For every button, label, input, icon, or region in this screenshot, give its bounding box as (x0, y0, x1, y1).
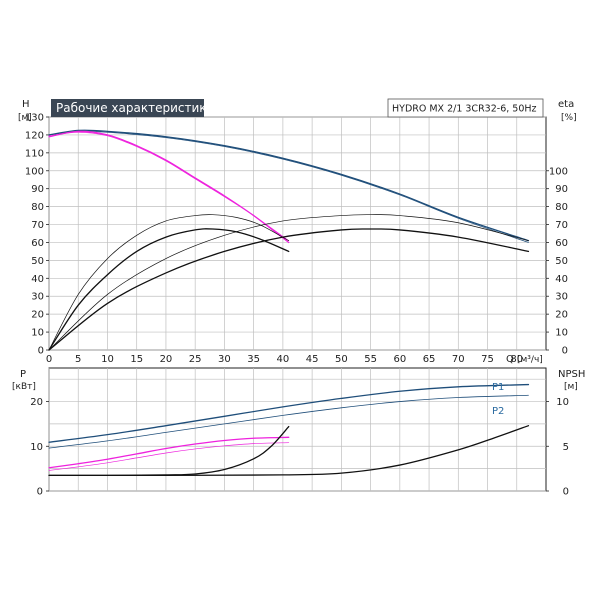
curve-label-p1: P1 (492, 382, 504, 393)
y-tick-label-h: 60 (31, 238, 44, 249)
x-tick-label: 20 (160, 354, 173, 365)
x-tick-label: 65 (423, 354, 436, 365)
y-tick-label-h: 80 (31, 202, 44, 213)
y2-tick-label-eta: 0 (562, 346, 568, 357)
y-tick-label-h: 50 (31, 256, 44, 267)
y-axis-unit-p: [кВт] (12, 382, 36, 392)
y-tick-label-p: 20 (30, 397, 43, 408)
y2-tick-label-npsh: 0 (563, 487, 569, 498)
y-tick-label-h: 30 (31, 292, 44, 303)
upper-curve-h-3 (48, 131, 290, 242)
upper-tick-labels: 0 5 10 15 20 25 30 35 40 45 50 55 60 65 70 75 80 0 10 20 30 4… (25, 113, 568, 366)
lower-plot-frame (48, 367, 547, 492)
upper-curve-eta-5 (48, 228, 290, 351)
lower-tick-labels: 0 10 20 0 5 10 (30, 397, 569, 497)
lower-panel: P [кВт] NPSH [м] 0 10 20 0 5 10 P1 P2 (12, 367, 585, 498)
y2-tick-label-eta: 30 (555, 292, 568, 303)
y-tick-label-h: 110 (25, 148, 44, 159)
y-tick-label-h: 70 (31, 220, 44, 231)
y2-axis-label-npsh: NPSH (558, 369, 585, 380)
x-axis-unit-q: [м³/ч] (517, 355, 543, 365)
y2-tick-label-eta: 70 (555, 220, 568, 231)
upper-plot-frame (48, 116, 547, 351)
lower-curve-p-1 (48, 394, 529, 449)
y2-tick-label-eta: 20 (555, 310, 568, 321)
curve-label-p2: P2 (492, 406, 504, 417)
y-tick-label-h: 90 (31, 184, 44, 195)
y2-tick-label-eta: 40 (555, 274, 568, 285)
upper-curve-h-0 (48, 129, 530, 242)
y-tick-label-h: 100 (25, 166, 44, 177)
x-tick-label: 30 (218, 354, 231, 365)
x-tick-label: 60 (393, 354, 406, 365)
y-axis-label-p: P (20, 369, 26, 380)
y-tick-label-h: 120 (25, 130, 44, 141)
model-box (387, 98, 544, 118)
lower-curves (48, 383, 530, 477)
y2-tick-label-npsh: 5 (563, 442, 569, 453)
x-tick-label: 55 (364, 354, 377, 365)
y-axis-unit-h: [м] (18, 113, 32, 123)
x-tick-label: 50 (335, 354, 348, 365)
upper-curve-h-1 (48, 130, 529, 243)
y2-tick-label-eta: 90 (555, 184, 568, 195)
upper-curve-eta-6 (48, 214, 529, 351)
lower-curve-p-0 (48, 383, 530, 443)
y-tick-label-p: 0 (37, 487, 43, 498)
y2-tick-label-eta: 80 (555, 202, 568, 213)
model-label: HYDRO MX 2/1 3CR32-6, 50Hz (392, 104, 537, 115)
x-tick-label: 25 (189, 354, 202, 365)
upper-curve-eta-7 (48, 228, 530, 351)
x-tick-label: 45 (306, 354, 319, 365)
y2-tick-label-eta: 100 (549, 166, 568, 177)
x-tick-label: 0 (46, 354, 52, 365)
y2-tick-label-eta: 10 (555, 328, 568, 339)
y-axis-label-h: H (22, 99, 30, 110)
x-tick-label: 75 (481, 354, 494, 365)
y2-axis-unit-npsh: [м] (564, 382, 578, 392)
x-axis-label-q: Q (506, 354, 514, 365)
y2-tick-label-npsh: 10 (556, 397, 569, 408)
x-tick-label: 80 (510, 354, 523, 365)
y-tick-label-h: 130 (25, 113, 44, 124)
y2-axis-label-eta: eta (558, 99, 574, 110)
y-tick-label-p: 10 (30, 442, 43, 453)
x-tick-label: 15 (130, 354, 143, 365)
y-tick-label-h: 40 (31, 274, 44, 285)
x-tick-label: 35 (247, 354, 260, 365)
y2-tick-label-eta: 50 (555, 256, 568, 267)
y-tick-label-h: 10 (31, 328, 44, 339)
chart-title: Рабочие характеристики (56, 101, 214, 115)
chart-title-box (51, 99, 204, 117)
y-tick-label-h: 0 (38, 346, 44, 357)
upper-curves (48, 129, 530, 351)
upper-panel: Рабочие характеристики HYDRO MX 2/1 3CR3… (18, 98, 577, 366)
lower-curve-npsh-5 (48, 425, 530, 477)
lower-curve-p-2 (48, 436, 290, 469)
x-tick-label: 10 (101, 354, 114, 365)
lower-curve-p-3 (48, 442, 290, 471)
y2-axis-unit-eta: [%] (561, 113, 577, 123)
x-tick-label: 70 (452, 354, 465, 365)
upper-grid (48, 116, 546, 351)
upper-curve-eta-4 (48, 214, 290, 351)
y2-tick-label-eta: 60 (555, 238, 568, 249)
x-tick-label: 40 (277, 354, 290, 365)
x-tick-label: 5 (75, 354, 81, 365)
y-tick-label-h: 20 (31, 310, 44, 321)
lower-grid (48, 368, 546, 492)
